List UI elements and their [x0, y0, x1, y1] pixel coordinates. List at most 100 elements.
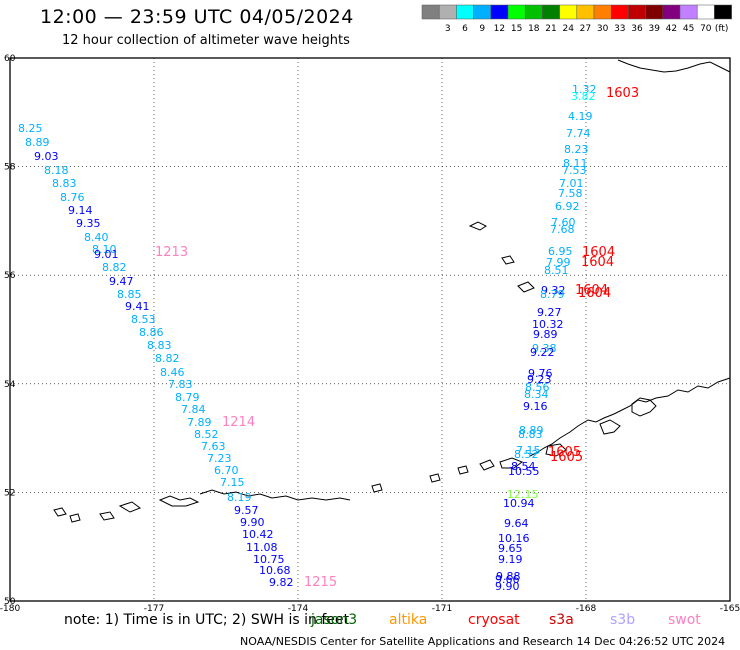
near-islands-3: [99, 511, 115, 521]
wave-height-label: 7.83: [168, 378, 193, 391]
wave-height-label: 9.82: [269, 576, 294, 589]
wave-height-label: 6.70: [214, 464, 239, 477]
wave-height-label: 12.15: [507, 488, 539, 501]
wave-height-label: 9.41: [125, 300, 150, 313]
wave-height-label: 8.10: [92, 243, 117, 256]
wave-height-label: 7.23: [207, 452, 232, 465]
wave-height-label: 7.89: [187, 416, 212, 429]
wave-height-label: 10.42: [242, 528, 274, 541]
wave-height-label: 4.19: [568, 110, 593, 123]
wave-height-label: 10.75: [253, 553, 285, 566]
wave-height-label: 10.32: [532, 318, 564, 331]
legend-tick-label: 12: [494, 24, 505, 34]
wave-height-label: 7.01: [559, 177, 584, 190]
mission-label-swot: swot: [668, 612, 701, 628]
alaska-mainland-coast: [617, 59, 731, 73]
wave-height-label: 9.23: [527, 373, 552, 386]
wave-height-label: 8.89: [519, 424, 544, 437]
fox-islands: [499, 457, 524, 469]
longitude-label: -171: [432, 604, 452, 614]
island-7: [371, 483, 383, 493]
wave-height-label: 9.89: [533, 328, 558, 341]
wave-height-label: 8.19: [227, 491, 252, 504]
legend-tick-label: 45: [683, 24, 694, 34]
wave-height-label: 7.53: [562, 164, 587, 177]
pass-time-label: 1604: [582, 245, 615, 260]
pass-time-label: 1215: [304, 575, 337, 590]
legend-tick-label: 18: [528, 24, 540, 34]
map-frame: [9, 57, 731, 602]
legend-tick-label: 9: [479, 24, 485, 34]
legend-tick-label: 21: [545, 24, 556, 34]
island-3: [517, 281, 535, 293]
wave-height-label: 9.27: [537, 306, 562, 319]
wave-height-label: 8.23: [564, 143, 589, 156]
wave-height-label: 8.76: [60, 191, 85, 204]
wave-height-label: 10.94: [503, 497, 535, 510]
mission-label-s3a: s3a: [549, 612, 574, 628]
wave-height-label: 7.84: [181, 403, 206, 416]
legend-tick-label: 15: [511, 24, 522, 34]
pass-time-label: 1605: [548, 445, 581, 460]
wave-height-label: 8.40: [84, 231, 109, 244]
wave-height-label: 10.16: [498, 532, 530, 545]
wave-height-label: 11.08: [246, 541, 278, 554]
near-islands-4: [118, 501, 142, 513]
aleutian-east-coast: [529, 377, 731, 457]
wave-height-label: 9.01: [94, 248, 119, 261]
wave-height-label: 9.65: [498, 542, 523, 555]
longitude-label: -174: [288, 604, 309, 614]
wave-height-label: 7.15: [516, 444, 541, 457]
latitude-label: 56: [4, 271, 16, 281]
wave-height-label: 9.35: [76, 217, 101, 230]
legend-tick-label: 27: [580, 24, 591, 34]
wave-height-label: 8.83: [147, 339, 172, 352]
wave-height-label: 8.11: [563, 157, 588, 170]
wave-height-label: 9.64: [504, 517, 529, 530]
mission-label-cryosat: cryosat: [468, 612, 520, 628]
pass-time-label: 1605: [550, 450, 583, 465]
wave-height-label: 8.85: [117, 288, 142, 301]
peninsula-inner: [599, 419, 621, 435]
wave-height-label: 9.03: [34, 150, 59, 163]
wave-height-label: 9.88: [496, 570, 521, 583]
wave-height-label: 8.79: [540, 288, 565, 301]
longitude-label: -168: [576, 604, 597, 614]
andreanof-chain: [199, 489, 351, 501]
island-2: [501, 255, 515, 265]
map-subtitle: 12 hour collection of altimeter wave hei…: [62, 33, 350, 48]
legend-tick-label: 70: [700, 24, 712, 34]
wave-height-label: 8.53: [131, 313, 156, 326]
legend-tick-label: 39: [648, 24, 660, 34]
wave-height-label: 8.79: [175, 391, 200, 404]
wave-height-label: 9.76: [528, 367, 553, 380]
wave-height-label: 8.56: [525, 381, 550, 394]
map-title: 12:00 — 23:59 UTC 04/05/2024: [40, 6, 354, 28]
wave-height-label: 9.66: [495, 573, 520, 586]
island-5: [457, 465, 469, 475]
wave-height-label: 8.52: [194, 428, 219, 441]
mission-label-altika: altika: [389, 612, 428, 628]
wave-height-label: 8.46: [160, 366, 185, 379]
wave-height-label: 6.95: [548, 245, 573, 258]
mission-label-s3b: s3b: [610, 612, 636, 628]
wave-height-label: 1.32: [572, 83, 597, 96]
wave-height-label: 9.14: [68, 204, 93, 217]
pass-time-label: 1604: [581, 255, 614, 270]
wave-height-label: 9.19: [498, 553, 523, 566]
wave-height-label: 10.55: [508, 465, 540, 478]
pass-time-label: 1603: [606, 86, 639, 101]
near-islands-2: [69, 513, 81, 523]
wave-height-label: 3.82: [571, 90, 596, 103]
west-track: 8.258.899.038.188.838.769.149.358.408.10…: [18, 122, 337, 590]
wave-height-label: 8.82: [102, 261, 127, 274]
wave-height-label: 8.18: [44, 164, 69, 177]
rat-islands: [158, 495, 200, 507]
legend-tick-label: 3: [445, 24, 451, 34]
color-scale-legend: 3 6 9 12 15 18 21 24 27 30 33 36 39 42 45 70 (ft): [421, 4, 732, 34]
island-6: [429, 473, 441, 483]
wave-height-label: 8.52: [514, 448, 539, 461]
coastline: [53, 59, 731, 523]
wave-height-label: 8.83: [518, 428, 543, 441]
credit-line: NOAA/NESDIS Center for Satellite Applica…: [240, 635, 726, 648]
